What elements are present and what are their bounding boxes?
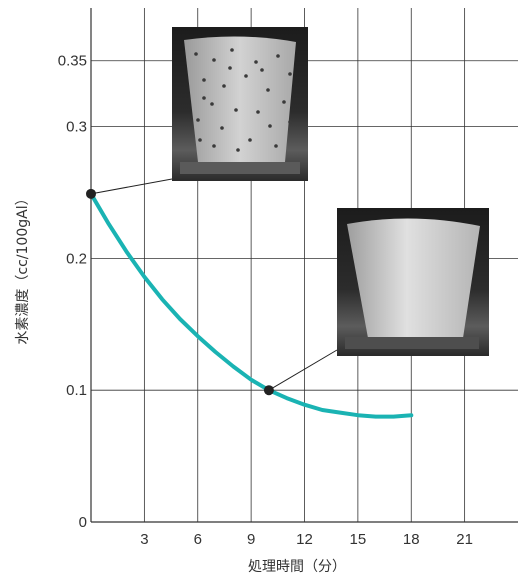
pore — [198, 138, 202, 142]
pore — [222, 84, 226, 88]
tick-labels: 3 6 9 12 15 18 21 0 0.1 0.2 0.3 0.35 — [58, 53, 473, 548]
pore — [288, 72, 292, 76]
x-axis-title: 処理時間（分） — [248, 559, 346, 575]
pore — [228, 66, 232, 70]
pore — [236, 148, 240, 152]
pore — [248, 138, 252, 142]
y-tick-label: 0.1 — [66, 382, 87, 399]
x-tick-label: 12 — [296, 531, 313, 548]
x-tick-label: 6 — [194, 531, 202, 548]
pore — [212, 144, 216, 148]
pore — [202, 96, 206, 100]
y-tick-label: 0.2 — [66, 250, 87, 267]
inset-photo-porous — [172, 27, 308, 181]
pore — [202, 78, 206, 82]
pore — [212, 58, 216, 62]
pore — [196, 118, 200, 122]
x-tick-label: 21 — [456, 531, 473, 548]
pore — [260, 68, 264, 72]
x-tick-label: 3 — [140, 531, 148, 548]
inset-photo-dense — [337, 208, 489, 356]
x-tick-label: 18 — [403, 531, 420, 548]
pore — [210, 102, 214, 106]
pore — [244, 74, 248, 78]
pore — [220, 126, 224, 130]
y-tick-label: 0 — [79, 514, 87, 531]
y-tick-label: 0.3 — [66, 119, 87, 136]
pore — [288, 120, 292, 124]
pore — [276, 54, 280, 58]
x-tick-label: 15 — [350, 531, 367, 548]
y-tick-label: 0.35 — [58, 53, 87, 70]
pore — [194, 52, 198, 56]
chart-marks — [86, 178, 414, 419]
leader-line — [90, 178, 173, 195]
leader-line — [268, 349, 338, 391]
pore — [268, 124, 272, 128]
pore — [266, 88, 270, 92]
pore — [230, 48, 234, 52]
hydrogen-curve — [89, 191, 414, 419]
y-axis-title: 水素濃度（cc/100gAl） — [15, 191, 31, 344]
pore — [274, 144, 278, 148]
data-point — [263, 385, 274, 396]
pore — [234, 108, 238, 112]
x-tick-label: 9 — [247, 531, 255, 548]
data-point — [86, 188, 96, 199]
pore — [256, 110, 260, 114]
pore — [282, 100, 286, 104]
pore — [254, 60, 258, 64]
